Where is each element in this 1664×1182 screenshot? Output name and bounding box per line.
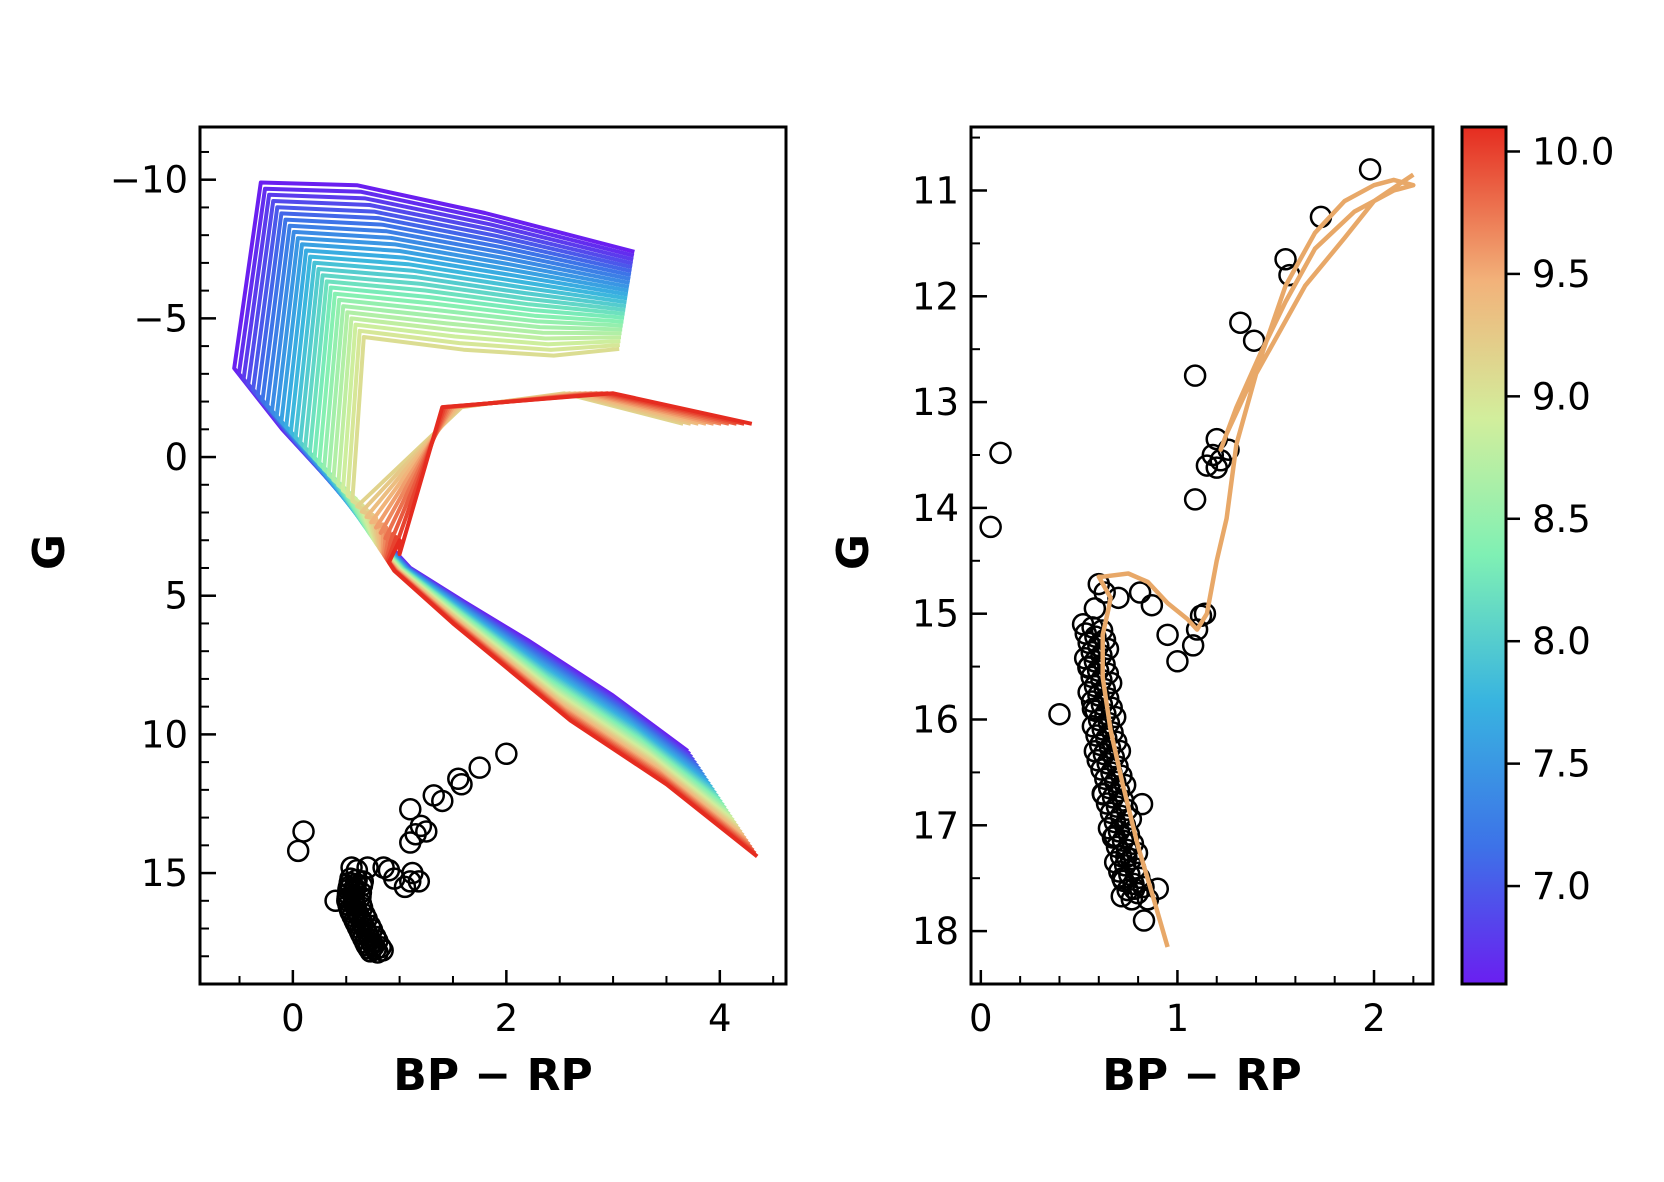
- colorbar-tick-label: 9.5: [1532, 253, 1591, 296]
- observed-star: [399, 870, 422, 893]
- observed-star: [1132, 875, 1155, 899]
- observed-star: [1205, 456, 1228, 479]
- left-axis-ticks: 0 2 4 −10 −5 0 5 10 15: [110, 150, 775, 1040]
- observed-star: [431, 789, 454, 813]
- observed-star: [1096, 637, 1120, 661]
- observed-star: [468, 756, 491, 779]
- y-tick-label: 15: [141, 852, 188, 895]
- left-x-axis-label: BP − RP: [393, 1050, 592, 1101]
- observed-star: [399, 831, 422, 854]
- x-tick-label: 1: [1166, 997, 1190, 1040]
- y-tick-label: 14: [912, 487, 959, 530]
- y-tick-label: −10: [110, 159, 188, 202]
- observed-star: [1193, 602, 1217, 625]
- x-tick-label: 0: [969, 997, 993, 1040]
- observed-star: [1183, 488, 1207, 511]
- y-tick-label: 15: [912, 593, 959, 636]
- observed-star: [1103, 705, 1127, 729]
- observed-star: [1096, 662, 1120, 685]
- y-tick-label: 0: [164, 436, 188, 479]
- observed-star: [450, 773, 473, 796]
- left-y-axis-label: G: [24, 534, 75, 570]
- right-x-axis-label: BP − RP: [1102, 1050, 1301, 1101]
- observed-star: [383, 867, 406, 890]
- observed-star: [359, 940, 382, 963]
- observed-star: [1140, 593, 1164, 617]
- colorbar-tick-label: 7.5: [1532, 743, 1591, 786]
- observed-star: [1110, 885, 1134, 908]
- observed-star: [1093, 581, 1116, 604]
- observed-star: [1358, 158, 1382, 181]
- right-plot-area: [979, 158, 1416, 948]
- x-tick-label: 2: [1362, 997, 1386, 1040]
- isochrone-line: [307, 279, 721, 801]
- observed-star: [1156, 623, 1179, 647]
- colorbar-tick-label: 10.0: [1532, 130, 1614, 173]
- colorbar-tick-label: 8.5: [1532, 498, 1591, 541]
- right-y-axis-label: G: [828, 534, 879, 570]
- observed-star: [1048, 702, 1071, 726]
- y-tick-label: 17: [912, 804, 959, 847]
- isochrone-line: [386, 391, 759, 858]
- colorbar: 7.0 7.5 8.0 8.5 9.0 9.5 10.0: [1460, 125, 1614, 986]
- left-axes-frame: [198, 125, 788, 986]
- observed-star: [495, 742, 518, 766]
- observed-star: [292, 820, 315, 843]
- y-tick-label: 12: [912, 275, 959, 318]
- observed-star: [1274, 248, 1297, 271]
- left-panel: 0 2 4 −10 −5 0 5 10 15 BP − RP G: [24, 125, 788, 1101]
- y-tick-label: 18: [912, 910, 959, 953]
- y-tick-label: 10: [141, 713, 188, 756]
- x-tick-label: 0: [281, 997, 305, 1040]
- colorbar-tick-label: 9.0: [1532, 375, 1591, 418]
- observed-star: [1195, 454, 1219, 477]
- observed-star: [1126, 881, 1149, 905]
- observed-star: [1242, 329, 1266, 352]
- observed-star: [1132, 909, 1156, 932]
- observed-star: [1099, 671, 1123, 695]
- x-tick-label: 2: [495, 997, 519, 1040]
- y-tick-label: 13: [912, 381, 959, 424]
- y-tick-label: −5: [133, 297, 188, 340]
- observed-star: [979, 515, 1002, 539]
- right-observed-points: [979, 158, 1382, 932]
- left-plot-area: [232, 180, 759, 964]
- best-fit-isochrone-line: [1096, 172, 1416, 948]
- y-tick-label: 11: [912, 169, 959, 212]
- observed-star: [1120, 888, 1144, 911]
- left-observed-points: [286, 742, 518, 964]
- colorbar-tick-label: 8.0: [1532, 620, 1591, 663]
- colorbar-ticks: 7.0 7.5 8.0 8.5 9.0 9.5 10.0: [1506, 130, 1614, 908]
- observed-star: [1108, 739, 1132, 763]
- right-axes-frame: [969, 125, 1435, 986]
- y-tick-label: 16: [912, 698, 959, 741]
- observed-star: [1229, 311, 1252, 334]
- colorbar-tick-label: 7.0: [1532, 865, 1591, 908]
- observed-star: [1166, 650, 1189, 673]
- observed-star: [366, 941, 389, 964]
- observed-star: [1183, 364, 1207, 387]
- observed-star: [1100, 696, 1123, 719]
- observed-star: [286, 839, 310, 863]
- observed-star: [989, 441, 1012, 465]
- y-tick-label: 5: [164, 575, 188, 618]
- observed-star: [399, 798, 422, 821]
- observed-star: [407, 870, 431, 893]
- isochrone-family: [232, 180, 759, 858]
- observed-star: [415, 820, 438, 843]
- colorbar-gradient: [1460, 125, 1508, 986]
- observed-star: [1128, 581, 1152, 604]
- observed-star: [1181, 634, 1205, 657]
- x-tick-label: 4: [708, 997, 732, 1040]
